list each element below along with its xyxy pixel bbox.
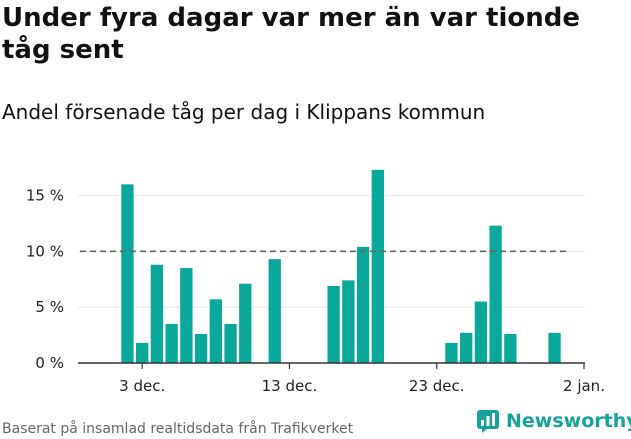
bar-chart: 0 % 5 % 10 % 15 % 3 dec. 13 dec. 23 dec. 2 jan… [26, 169, 605, 395]
bar [239, 283, 252, 363]
source-note: Baserat på insamlad realtidsdata från Tr… [2, 421, 354, 437]
newsworthy-logo-icon [477, 410, 499, 433]
bar [489, 225, 502, 363]
y-tick-label: 15 % [26, 187, 64, 205]
y-axis-labels: 0 % 5 % 10 % 15 % [26, 187, 64, 373]
y-tick-label: 0 % [35, 354, 64, 372]
chart-subtitle: Andel försenade tåg per dag i Klippans k… [2, 100, 486, 124]
bar [460, 332, 473, 363]
bar [268, 259, 281, 363]
chart-title: Under fyra dagar var mer än var tionde t… [2, 3, 581, 65]
bar [194, 333, 208, 363]
x-axis-labels: 3 dec. 13 dec. 23 dec. 2 jan. [119, 377, 605, 395]
bar [504, 333, 517, 363]
bar [136, 342, 149, 363]
brand-logo: Newsworthy [476, 409, 631, 433]
x-tick-label: 2 jan. [563, 377, 605, 395]
bar [474, 301, 488, 363]
bar [121, 184, 134, 363]
x-tick-label: 3 dec. [119, 377, 165, 395]
x-tick-label: 23 dec. [409, 377, 465, 395]
bar [150, 264, 164, 363]
y-tick-label: 5 % [35, 298, 64, 316]
x-axis [78, 362, 585, 369]
brand-name: Newsworthy [506, 410, 631, 432]
bar [209, 299, 222, 363]
bar [327, 285, 340, 363]
bar [445, 342, 458, 363]
x-tick-label: 13 dec. [262, 377, 318, 395]
bar [180, 268, 193, 363]
bars [121, 169, 561, 363]
bar [165, 323, 178, 363]
bar [371, 169, 384, 363]
bar [342, 280, 355, 363]
y-tick-label: 10 % [26, 242, 64, 260]
bar [224, 323, 237, 363]
bar [356, 246, 370, 363]
bar [548, 332, 561, 363]
